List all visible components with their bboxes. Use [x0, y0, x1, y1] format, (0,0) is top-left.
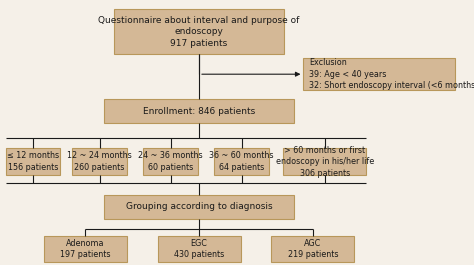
- FancyBboxPatch shape: [157, 236, 241, 262]
- FancyBboxPatch shape: [6, 148, 61, 175]
- Text: Enrollment: 846 patients: Enrollment: 846 patients: [143, 107, 255, 116]
- FancyBboxPatch shape: [114, 9, 284, 54]
- FancyBboxPatch shape: [271, 236, 354, 262]
- FancyBboxPatch shape: [303, 58, 455, 90]
- FancyBboxPatch shape: [72, 148, 127, 175]
- Text: Adenoma
197 patients: Adenoma 197 patients: [60, 239, 110, 259]
- Text: > 60 months or first
endoscopy in his/her life
306 patients: > 60 months or first endoscopy in his/he…: [275, 146, 374, 178]
- Text: EGC
430 patients: EGC 430 patients: [174, 239, 224, 259]
- FancyBboxPatch shape: [214, 148, 269, 175]
- Text: 36 ~ 60 months
64 patients: 36 ~ 60 months 64 patients: [210, 151, 274, 172]
- Text: 12 ~ 24 months
260 patients: 12 ~ 24 months 260 patients: [67, 151, 132, 172]
- Text: ≤ 12 months
156 patients: ≤ 12 months 156 patients: [7, 151, 59, 172]
- Text: Questionnaire about interval and purpose of
endoscopy
917 patients: Questionnaire about interval and purpose…: [99, 16, 300, 48]
- Text: 24 ~ 36 months
60 patients: 24 ~ 36 months 60 patients: [138, 151, 203, 172]
- Text: Exclusion
39: Age < 40 years
32: Short endoscopy interval (<6 months): Exclusion 39: Age < 40 years 32: Short e…: [309, 58, 474, 90]
- FancyBboxPatch shape: [104, 195, 294, 219]
- Text: AGC
219 patients: AGC 219 patients: [288, 239, 338, 259]
- FancyBboxPatch shape: [104, 99, 294, 123]
- FancyBboxPatch shape: [143, 148, 198, 175]
- Text: Grouping according to diagnosis: Grouping according to diagnosis: [126, 202, 273, 211]
- FancyBboxPatch shape: [283, 148, 366, 175]
- FancyBboxPatch shape: [44, 236, 127, 262]
